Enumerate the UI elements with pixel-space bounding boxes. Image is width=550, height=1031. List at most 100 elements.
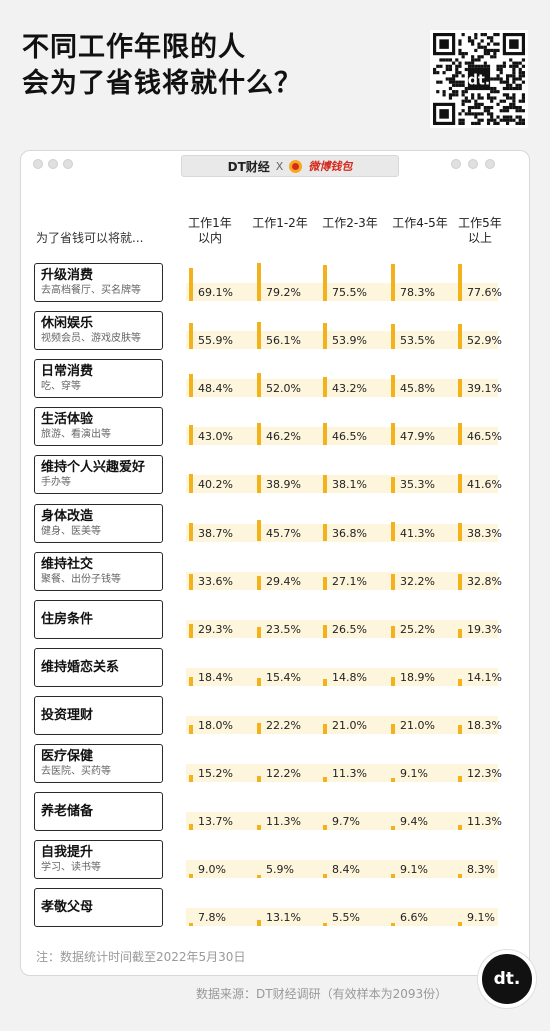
- qr-module: [515, 109, 519, 113]
- window-minimize-icon: [48, 159, 58, 169]
- data-label: 19.3%: [467, 622, 502, 636]
- qr-module: [458, 118, 462, 122]
- qr-module: [461, 90, 465, 94]
- row-band: [186, 427, 498, 446]
- qr-module: [455, 67, 459, 72]
- qr-module: [490, 96, 494, 100]
- weibo-wallet-icon: [289, 159, 303, 173]
- qr-module: [518, 115, 522, 119]
- qr-module: [445, 64, 449, 68]
- qr-center-logo: dt.: [468, 72, 490, 88]
- qr-module: [505, 74, 510, 78]
- data-label: 53.9%: [332, 334, 367, 348]
- qr-module: [467, 99, 472, 103]
- qr-module: [471, 58, 475, 62]
- bar: [323, 524, 327, 542]
- bar: [189, 823, 193, 831]
- bar: [257, 626, 261, 638]
- category-name: 休闲娱乐: [41, 316, 94, 332]
- qr-module: [455, 71, 459, 75]
- data-label: 38.9%: [266, 478, 301, 492]
- qr-module: [490, 90, 494, 94]
- qr-module: [433, 71, 437, 75]
- column-header-line: 工作4-5年: [392, 216, 448, 230]
- data-label: 29.4%: [266, 574, 301, 588]
- category-subtitle: 旅游、看演出等: [41, 429, 111, 441]
- qr-module: [448, 96, 453, 100]
- qr-module: [515, 77, 519, 81]
- qr-module: [439, 58, 443, 62]
- qr-module: [499, 71, 503, 75]
- data-label: 8.3%: [467, 863, 495, 877]
- row-band: [186, 283, 498, 301]
- bar: [323, 776, 327, 782]
- qr-module: [461, 80, 465, 84]
- data-label: 35.3%: [400, 478, 435, 492]
- qr-module: [512, 64, 516, 68]
- bar: [323, 576, 327, 590]
- qr-module: [464, 67, 468, 72]
- qr-module: [477, 102, 481, 106]
- qr-module: [493, 90, 497, 94]
- category-label: 维持婚恋关系: [34, 647, 163, 687]
- qr-module: [471, 96, 475, 100]
- qr-module: [493, 52, 497, 56]
- bar: [257, 575, 261, 590]
- qr-module: [486, 121, 491, 125]
- qr-module: [521, 118, 525, 122]
- data-label: 75.5%: [332, 286, 367, 299]
- qr-module: [448, 64, 453, 68]
- bar: [323, 678, 327, 686]
- qr-module: [464, 86, 468, 91]
- qr-module: [467, 112, 472, 116]
- qr-module: [464, 99, 468, 103]
- qr-module: [509, 39, 519, 49]
- data-label: 15.4%: [266, 670, 301, 684]
- qr-module: [505, 118, 510, 122]
- qr-module: [477, 55, 481, 59]
- category-name: 投资理财: [41, 707, 94, 723]
- bar: [257, 875, 261, 879]
- qr-module: [461, 52, 465, 56]
- bar: [323, 265, 327, 301]
- qr-module: [474, 112, 478, 116]
- qr-module: [458, 80, 462, 84]
- qr-module: [493, 42, 497, 46]
- row-band: [186, 860, 498, 879]
- qr-module: [464, 112, 468, 116]
- qr-module: [502, 64, 506, 68]
- qr-module: [515, 115, 519, 119]
- bar: [458, 628, 462, 638]
- window-button-icon: [485, 159, 495, 169]
- qr-module: [452, 80, 456, 84]
- qr-module: [448, 93, 453, 97]
- row-band: [186, 523, 498, 542]
- data-label: 46.5%: [467, 430, 502, 444]
- qr-module: [518, 83, 522, 87]
- qr-module: [486, 96, 491, 100]
- qr-module: [467, 67, 491, 91]
- qr-module: [439, 109, 449, 119]
- data-label: 12.3%: [467, 767, 502, 780]
- qr-module: [521, 74, 525, 78]
- bar: [391, 375, 395, 398]
- category-name: 日常消费: [41, 364, 94, 380]
- bar: [458, 264, 462, 301]
- qr-module: [480, 45, 484, 49]
- qr-module: [499, 67, 503, 72]
- qr-module: [490, 36, 494, 40]
- bar: [257, 920, 261, 927]
- category-subtitle: 学习、读书等: [41, 862, 101, 874]
- qr-module: [518, 61, 522, 65]
- qr-module: [505, 96, 510, 100]
- qr-module: [452, 61, 456, 65]
- qr-module: [483, 48, 487, 53]
- qr-module: [515, 105, 519, 110]
- qr-module: [512, 118, 516, 122]
- data-label: 21.0%: [332, 718, 367, 732]
- row-band: [186, 571, 498, 590]
- qr-module: [471, 105, 475, 110]
- qr-module: [521, 121, 525, 125]
- data-label: 6.6%: [400, 911, 428, 925]
- data-label: 79.2%: [266, 286, 301, 299]
